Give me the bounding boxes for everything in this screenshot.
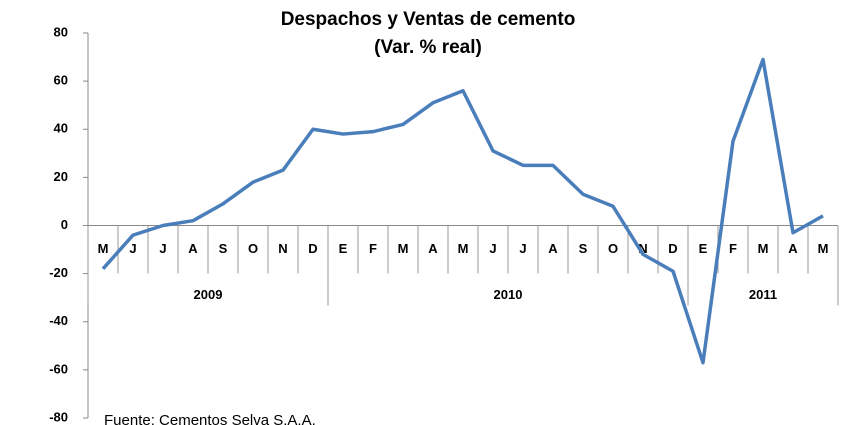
source-note: Fuente: Cementos Selva S.A.A. (104, 412, 316, 425)
x-tick-label: O (248, 241, 258, 256)
chart-title: Despachos y Ventas de cemento (281, 9, 576, 30)
chart-subtitle: (Var. % real) (374, 37, 482, 58)
x-tick-label: J (129, 241, 136, 256)
x-tick-label: A (428, 241, 438, 256)
y-tick-label: 0 (61, 217, 68, 232)
x-tick-label: M (98, 241, 109, 256)
x-tick-label: M (818, 241, 829, 256)
x-tick-label: N (278, 241, 287, 256)
x-tick-label: O (608, 241, 618, 256)
y-tick-label: 80 (54, 24, 68, 39)
x-tick-label: N (638, 241, 647, 256)
y-tick-label: -60 (49, 361, 68, 376)
x-tick-label: F (729, 241, 737, 256)
x-tick-label: M (758, 241, 769, 256)
x-tick-label: J (159, 241, 166, 256)
x-tick-label: J (489, 241, 496, 256)
x-tick-label: D (308, 241, 317, 256)
y-tick-label: 40 (54, 121, 68, 136)
x-tick-label: A (188, 241, 198, 256)
x-tick-label: F (369, 241, 377, 256)
x-tick-label: D (668, 241, 677, 256)
x-tick-label: A (788, 241, 798, 256)
x-tick-label: M (398, 241, 409, 256)
x-tick-label: M (458, 241, 469, 256)
x-tick-label: E (339, 241, 348, 256)
y-tick-label: -20 (49, 265, 68, 280)
x-tick-label: A (548, 241, 558, 256)
y-tick-label: -80 (49, 409, 68, 424)
x-tick-label: S (219, 241, 228, 256)
x-tick-label: S (579, 241, 588, 256)
year-label: 2010 (494, 287, 523, 302)
y-tick-label: -40 (49, 313, 68, 328)
year-label: 2009 (194, 287, 223, 302)
x-tick-label: E (699, 241, 708, 256)
data-line (101, 57, 824, 365)
year-label: 2011 (749, 287, 777, 302)
x-tick-label: J (519, 241, 526, 256)
y-tick-label: 60 (54, 73, 68, 88)
y-tick-label: 20 (54, 169, 68, 184)
